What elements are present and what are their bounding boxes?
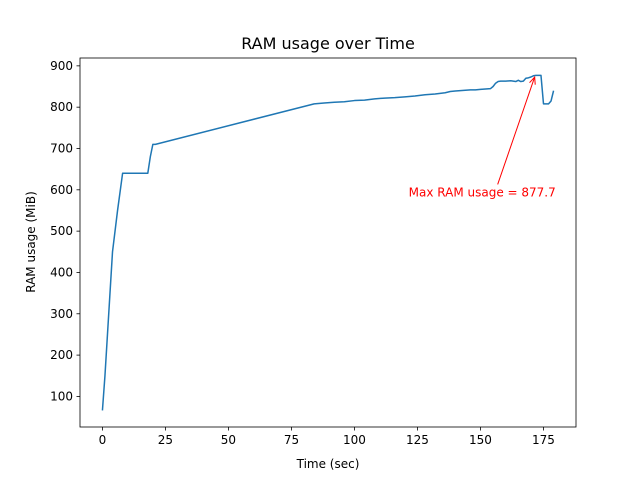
y-tick-label: 400 — [50, 265, 73, 279]
x-axis-label: Time (sec) — [296, 457, 360, 471]
annotation-arrow-line — [497, 76, 536, 185]
plot-area: 0 25 50 75 100 125 150 175 100 200 300 400 500 600 700… — [50, 57, 577, 447]
y-tick-label: 600 — [50, 183, 73, 197]
x-tick-label: 25 — [158, 433, 173, 447]
chart-title: RAM usage over Time — [241, 34, 415, 53]
x-tick-label: 125 — [406, 433, 429, 447]
y-tick-label: 300 — [50, 307, 73, 321]
y-axis-label: RAM usage (MiB) — [24, 191, 38, 293]
x-tick-label: 175 — [532, 433, 555, 447]
annotation-arrow-head — [529, 75, 536, 85]
x-tick-label: 0 — [99, 433, 107, 447]
x-tick-label: 50 — [221, 433, 236, 447]
x-tick-label: 150 — [469, 433, 492, 447]
series-line-0 — [101, 74, 555, 411]
y-tick-label: 200 — [50, 348, 73, 362]
y-tick-label: 900 — [50, 59, 73, 73]
axes-frame — [79, 57, 577, 428]
x-tick-label: 75 — [284, 433, 299, 447]
x-tick-label: 100 — [343, 433, 366, 447]
y-tick-label: 500 — [50, 224, 73, 238]
y-tick-label: 800 — [50, 100, 73, 114]
y-tick-label: 700 — [50, 141, 73, 155]
y-tick-label: 100 — [50, 389, 73, 403]
max-ram-annotation: Max RAM usage = 877.7 — [409, 185, 556, 199]
